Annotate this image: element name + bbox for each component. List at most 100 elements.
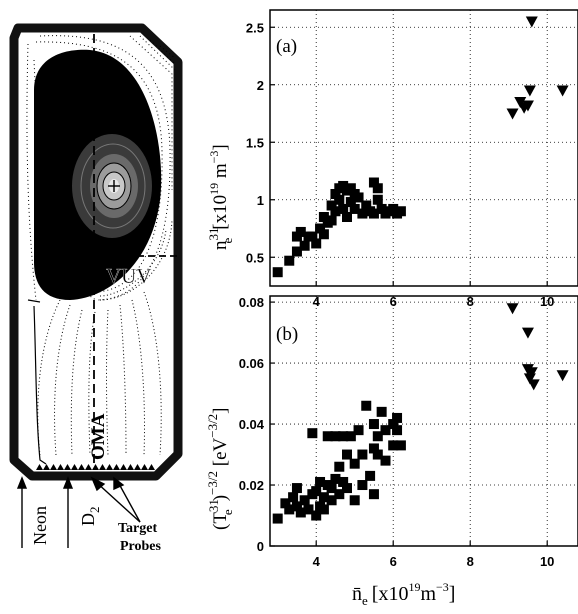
square-marker [318, 504, 329, 515]
y-tick-label: 0.06 [239, 356, 264, 371]
square-marker [345, 431, 356, 442]
square-marker [380, 455, 391, 466]
square-marker [392, 425, 403, 436]
square-marker [272, 267, 283, 278]
grid-a [270, 10, 578, 286]
y-tick-label: 0.5 [246, 250, 264, 265]
square-marker [372, 183, 383, 194]
square-marker [395, 206, 406, 217]
square-marker [368, 489, 379, 500]
square-marker [342, 483, 352, 494]
square-marker [372, 449, 383, 460]
square-marker [322, 431, 333, 442]
y-axis-label-b: (T31e)−3/2 [eV−3/2] [205, 407, 235, 530]
tokamak-cross-section: VUV OMA Neon D2 Target Probes [9, 23, 183, 554]
square-marker [388, 419, 399, 430]
x-tick-label: 4 [313, 554, 321, 569]
square-marker [284, 255, 295, 266]
square-marker [349, 458, 360, 469]
triangle-marker [506, 108, 519, 120]
x-tick-label: 8 [467, 554, 474, 569]
target-probe-markers [36, 464, 155, 470]
x-tick-label: 8 [467, 294, 474, 309]
chart-panel-b: 0 0.02 0.04 0.06 0.08 4 6 8 10 (b) (T31e)−3/2 [… [205, 295, 578, 608]
x-tick-label: 6 [390, 294, 397, 309]
square-marker [280, 498, 291, 509]
square-marker [368, 177, 379, 188]
y-axis-label-a: n31e[x1019 m−3] [206, 144, 235, 250]
square-marker [368, 443, 379, 454]
square-marker [288, 492, 299, 503]
square-marker [307, 231, 318, 242]
square-marker [334, 194, 345, 205]
x-tick-label: 6 [390, 554, 397, 569]
x-tick-label: 10 [540, 554, 554, 569]
x-ticks-b: 4 6 8 10 [313, 541, 554, 569]
probe-tooth [57, 464, 64, 470]
inner-wall-line [33, 305, 47, 465]
x-tick-label: 4 [313, 294, 321, 309]
y-tick-label: 2 [257, 78, 264, 93]
square-marker [338, 203, 349, 214]
triangle-marker [514, 97, 527, 108]
triangle-marker [521, 100, 534, 112]
square-marker [365, 470, 376, 481]
square-marker [361, 400, 372, 411]
probe-tooth [99, 464, 106, 470]
square-marker [326, 215, 337, 226]
probe-tooth [78, 464, 85, 470]
square-marker [368, 208, 379, 219]
probe-tooth [106, 464, 113, 470]
probe-tooth [36, 464, 43, 470]
square-marker [395, 440, 406, 451]
square-marker [353, 192, 364, 203]
square-marker [388, 440, 399, 451]
triangle-marker [556, 370, 569, 382]
probe-tooth [120, 464, 127, 470]
chart-panel-a: 0.5 1 1.5 2 2.5 4 6 8 10 (a) n31e[x1019 m−3] [206, 9, 578, 309]
square-marker [372, 431, 383, 442]
neon-label: Neon [30, 506, 50, 545]
square-marker [368, 419, 379, 430]
oma-label: OMA [88, 413, 109, 460]
square-marker [291, 483, 302, 494]
square-marker [299, 495, 310, 506]
y-tick-label: 1 [257, 193, 264, 208]
square-marker [291, 501, 302, 512]
square-marker [291, 246, 302, 257]
plot-frame-b [269, 295, 578, 547]
square-marker [330, 189, 341, 199]
square-marker [345, 197, 356, 208]
square-marker [342, 449, 352, 460]
probe-tooth [127, 464, 134, 470]
square-marker [349, 203, 360, 214]
target-probes-label-1: Target [118, 521, 157, 536]
probe-tooth [141, 464, 148, 470]
square-marker [338, 431, 349, 442]
vuv-label: VUV [106, 264, 152, 288]
square-marker [272, 513, 283, 524]
square-marker [380, 425, 391, 436]
vessel-wall [9, 23, 183, 481]
square-marker [338, 476, 349, 487]
square-marker [295, 507, 306, 518]
x-tick-label: 10 [540, 294, 554, 309]
panel-label-a: (a) [276, 36, 297, 57]
x-axis-label: n̄e [x1019m−3] [352, 580, 455, 608]
triangle-marker [525, 16, 538, 28]
d2-label: D2 [78, 507, 102, 527]
points-b [272, 303, 569, 524]
y-tick-label: 0 [257, 539, 264, 554]
triangle-marker [527, 379, 540, 391]
flux-surfaces-divertor [37, 219, 173, 456]
square-marker [295, 226, 306, 237]
square-marker [326, 200, 337, 211]
probe-tooth [85, 464, 92, 470]
square-marker [311, 510, 322, 521]
square-marker [330, 206, 341, 217]
square-marker [311, 486, 322, 497]
square-marker [303, 504, 314, 515]
square-marker [307, 428, 318, 439]
square-marker [326, 483, 337, 494]
